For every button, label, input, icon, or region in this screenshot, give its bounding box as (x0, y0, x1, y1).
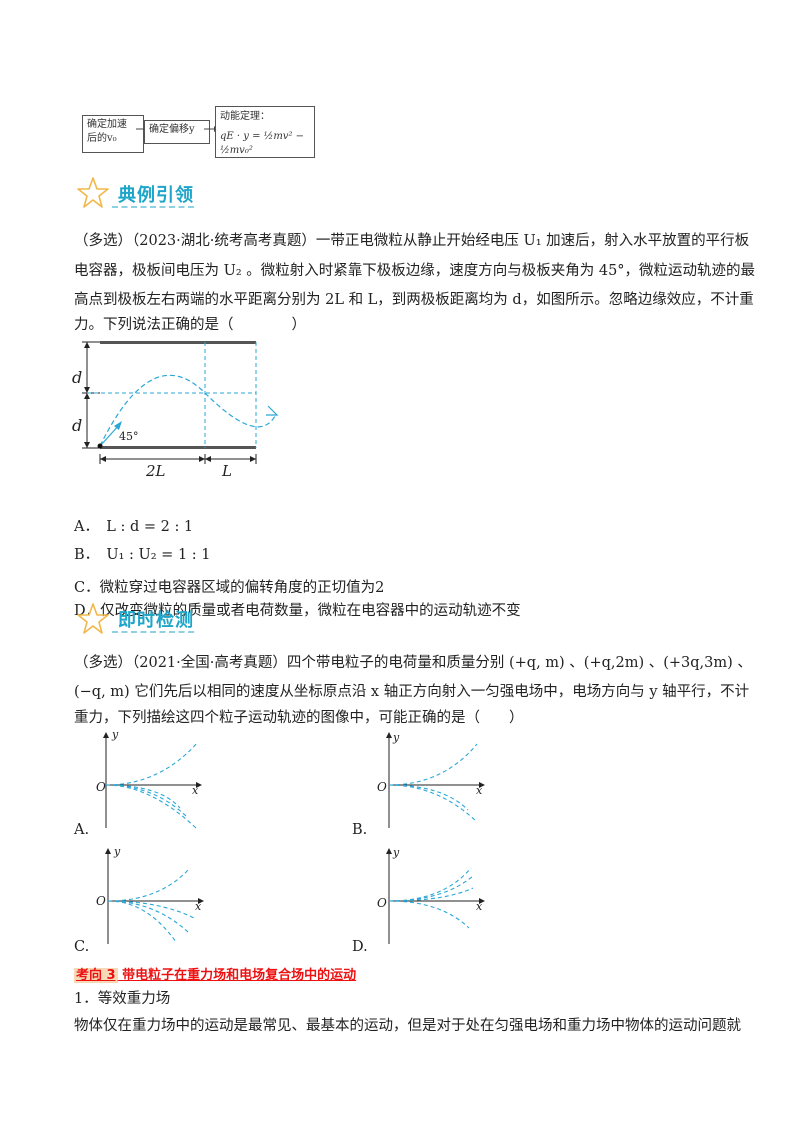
graph-c-x-label: x (195, 900, 202, 913)
graph-c-origin: O (96, 894, 106, 908)
graph-d-origin: O (377, 896, 387, 910)
capacitor-figure (82, 341, 279, 464)
q1-line4: 力。下列说法正确的是（ ） (74, 317, 306, 333)
fig-label-d-top: d (72, 368, 83, 387)
para-heading: 1．等效重力场 (74, 991, 171, 1007)
graph-b-x-label: x (476, 784, 483, 797)
flow-box-2-text: 确定偏移y (149, 124, 195, 135)
graph-c (105, 848, 204, 944)
graph-d-x-label: x (476, 900, 483, 913)
section-title-check: 即时检测 (118, 610, 194, 631)
flow-box-3-line2: qE · y = ½mv² − ½mv₀² (220, 131, 305, 156)
graph-a-origin: O (96, 780, 106, 794)
section-underline (112, 206, 194, 208)
graph-a-x-label: x (192, 784, 199, 797)
fig-label-d-bottom: d (72, 416, 83, 435)
flow-box-kinetic-theorem: 动能定理： qE · y = ½mv² − ½mv₀² (215, 106, 315, 158)
flow-box-offset: 确定偏移y (144, 120, 210, 144)
graph-b-y-label: y (393, 731, 400, 744)
graph-c-y-label: y (114, 845, 121, 858)
graph-a-label: A. (74, 822, 90, 838)
lower-plate (100, 446, 256, 449)
graph-b (386, 732, 485, 828)
star-icon (77, 177, 109, 208)
section-title-examples: 典例引领 (118, 185, 194, 206)
q1-option-d: D．仅改变微粒的质量或者电荷数量，微粒在电容器中的运动轨迹不变 (74, 603, 521, 619)
flow-box-initial-velocity: 确定加速 后的v₀ (82, 115, 144, 153)
upper-plate (100, 341, 256, 344)
q2-line3: 重力，下列描绘这四个粒子运动轨迹的图像中，可能正确的是（ ） (74, 710, 524, 726)
topic-number: 考向 3 (74, 968, 118, 983)
graph-d-label: D. (352, 939, 368, 955)
graph-a (103, 732, 202, 829)
particle (97, 443, 103, 449)
flow-box-1-line1: 确定加速 (87, 119, 127, 130)
flow-box-3-line1: 动能定理： (220, 111, 270, 122)
graph-d-y-label: y (393, 846, 400, 859)
q1-line2: 电容器，极板间电压为 U₂ 。微粒射入时紧靠下极板边缘，速度方向与极板夹角为 4… (74, 263, 756, 279)
q1-option-a: A． L : d = 2 : 1 (74, 519, 194, 535)
fig-label-angle: 45° (119, 430, 139, 443)
topic-heading: 考向 3 带电粒子在重力场和电场复合场中的运动 (74, 964, 356, 983)
graph-d (386, 848, 485, 944)
trajectory-arrow (266, 405, 279, 416)
trajectory (99, 374, 276, 447)
fig-label-l: L (222, 462, 232, 480)
flow-box-1-line2: 后的v₀ (87, 133, 117, 144)
topic-title: 带电粒子在重力场和电场复合场中的运动 (117, 968, 357, 983)
q2-line1: （多选）（2021·全国·高考真题）四个带电粒子的电荷量和质量分别 (+q, m… (74, 655, 752, 671)
para-body: 物体仅在重力场中的运动是最常见、最基本的运动，但是对于处在匀强电场和重力场中物体… (74, 1018, 741, 1034)
star-icon (77, 603, 109, 634)
q2-line2: (−q, m) 它们先后以相同的速度从坐标原点沿 x 轴正方向射入一匀强电场中，… (74, 684, 750, 700)
section-underline (112, 631, 194, 633)
graph-a-y-label: y (112, 728, 119, 741)
graph-b-origin: O (377, 780, 387, 794)
q1-line1: （多选）（2023·湖北·统考高考真题）一带正电微粒从静止开始经电压 U₁ 加速… (74, 233, 750, 249)
q1-line3: 高点到极板左右两端的水平距离分别为 2L 和 L，到两极板距离均为 d，如图所示… (74, 292, 754, 308)
graph-c-label: C. (74, 939, 90, 955)
q1-option-b: B． U₁ : U₂ = 1 : 1 (74, 547, 211, 563)
fig-label-2l: 2L (146, 462, 166, 480)
q1-option-c: C．微粒穿过电容器区域的偏转角度的正切值为2 (74, 580, 385, 596)
graph-b-label: B. (352, 822, 368, 838)
